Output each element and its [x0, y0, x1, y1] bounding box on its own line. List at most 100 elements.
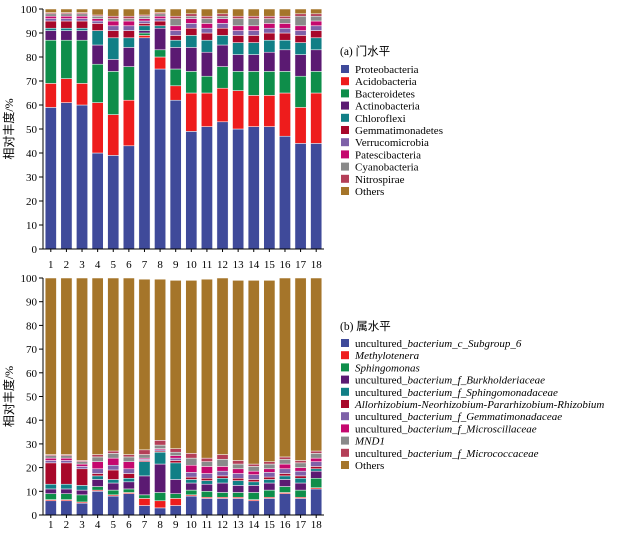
- bar-segment: [76, 461, 88, 465]
- bar-segment: [310, 470, 323, 479]
- bar-segment: [44, 107, 57, 250]
- bar-segment: [138, 278, 151, 451]
- bar-segment: [232, 18, 245, 27]
- bar-segment: [294, 30, 307, 36]
- bar-segment: [232, 90, 245, 130]
- bar-segment: [279, 71, 291, 94]
- bar-segment: [294, 482, 307, 491]
- legend-label: uncultured_bacterium_f_Gemmatimonadaceae: [355, 411, 562, 423]
- bar-segment: [44, 13, 57, 17]
- bar-segment: [138, 449, 151, 455]
- bar-segment: [107, 8, 120, 17]
- bar-segment: [201, 32, 213, 41]
- bar-segment: [44, 483, 57, 490]
- bar-segment: [279, 479, 291, 487]
- bar-segment: [76, 30, 88, 41]
- bar-segment: [294, 143, 307, 250]
- bar-segment: [263, 95, 276, 127]
- bar-segment: [279, 32, 291, 41]
- bar-segment: [60, 277, 73, 455]
- bar-segment: [263, 482, 276, 491]
- x-tick-label: 18: [311, 519, 323, 531]
- bar-segment: [247, 466, 260, 472]
- bar-segment: [279, 468, 291, 474]
- y-tick-label: 60: [26, 368, 38, 380]
- y-tick-label: 70: [26, 344, 38, 356]
- bar-segment: [76, 18, 88, 22]
- bar-segment: [185, 27, 198, 36]
- bar-segment: [169, 493, 182, 499]
- bar-segment: [60, 18, 73, 22]
- legend-label: Gemmatimonadetes: [355, 125, 443, 137]
- legend-swatch: [341, 400, 349, 408]
- bar-segment: [216, 482, 229, 493]
- bar-segment: [263, 461, 276, 465]
- bar-segment: [169, 505, 182, 516]
- bar-segment: [310, 461, 323, 467]
- bar-segment: [169, 68, 182, 87]
- x-tick-label: 8: [157, 259, 163, 271]
- bar-segment: [247, 474, 260, 480]
- bar-segment: [201, 126, 213, 250]
- bar-segment: [44, 277, 57, 455]
- bar-segment: [201, 466, 213, 474]
- bar-segment: [60, 78, 73, 103]
- bar-segment: [294, 277, 307, 461]
- bar-segment: [294, 8, 307, 15]
- bar-segment: [169, 498, 182, 506]
- bar-segment: [169, 280, 182, 449]
- bar-segment: [76, 20, 88, 29]
- bar-segment: [154, 463, 166, 493]
- x-tick-label: 17: [295, 519, 307, 531]
- legend-swatch: [341, 187, 349, 195]
- bar-segment: [201, 480, 213, 485]
- bar-segment: [185, 131, 198, 250]
- legend-swatch: [341, 126, 349, 134]
- bar-segment: [107, 25, 120, 31]
- bar-segment: [169, 460, 182, 464]
- legend-swatch: [341, 436, 349, 445]
- bar-segment: [201, 498, 213, 516]
- bar-segment: [60, 30, 73, 41]
- legend-swatch: [341, 174, 349, 183]
- bar-segment: [232, 473, 245, 479]
- bar-segment: [169, 462, 182, 480]
- bar-segment: [154, 56, 166, 70]
- bar-segment: [44, 8, 57, 13]
- bar-segment: [122, 30, 135, 39]
- bar-segment: [91, 468, 104, 474]
- bar-segment: [44, 500, 57, 516]
- bar-segment: [138, 461, 151, 477]
- bar-segment: [154, 492, 166, 502]
- bar-segment: [247, 126, 260, 250]
- bar-segment: [279, 18, 291, 24]
- y-tick-label: 40: [26, 415, 38, 427]
- legend-swatch: [341, 375, 349, 384]
- chart-panel-genus: 1 2 3 4 5 6 7 8 9 10 11 12 13 14 15 16 17 180102030405060…: [1, 273, 604, 531]
- bar-segment: [247, 71, 260, 96]
- bar-segment: [169, 479, 182, 494]
- y-tick-label: 40: [26, 148, 38, 160]
- bar-segment: [44, 462, 57, 485]
- bar-segment: [232, 35, 245, 43]
- bar-segment: [263, 71, 276, 96]
- bar-segment: [294, 475, 307, 479]
- bar-segment: [76, 494, 88, 503]
- bar-segment: [279, 463, 291, 470]
- bar-segment: [247, 18, 260, 27]
- bar-segment: [310, 488, 323, 516]
- y-tick-label: 30: [26, 439, 38, 451]
- bar-segment: [263, 32, 276, 41]
- bar-segment: [263, 476, 276, 480]
- bar-segment: [263, 23, 276, 29]
- x-tick-label: 7: [142, 519, 148, 531]
- x-tick-label: 1: [48, 259, 54, 271]
- bar-segment: [91, 15, 104, 19]
- bar-segment: [247, 54, 260, 72]
- bar-segment: [201, 51, 213, 77]
- bar-segment: [60, 20, 73, 29]
- bar-segment: [279, 23, 291, 29]
- bar-segment: [44, 30, 57, 41]
- bar-segment: [60, 457, 73, 461]
- x-tick-label: 16: [279, 519, 291, 531]
